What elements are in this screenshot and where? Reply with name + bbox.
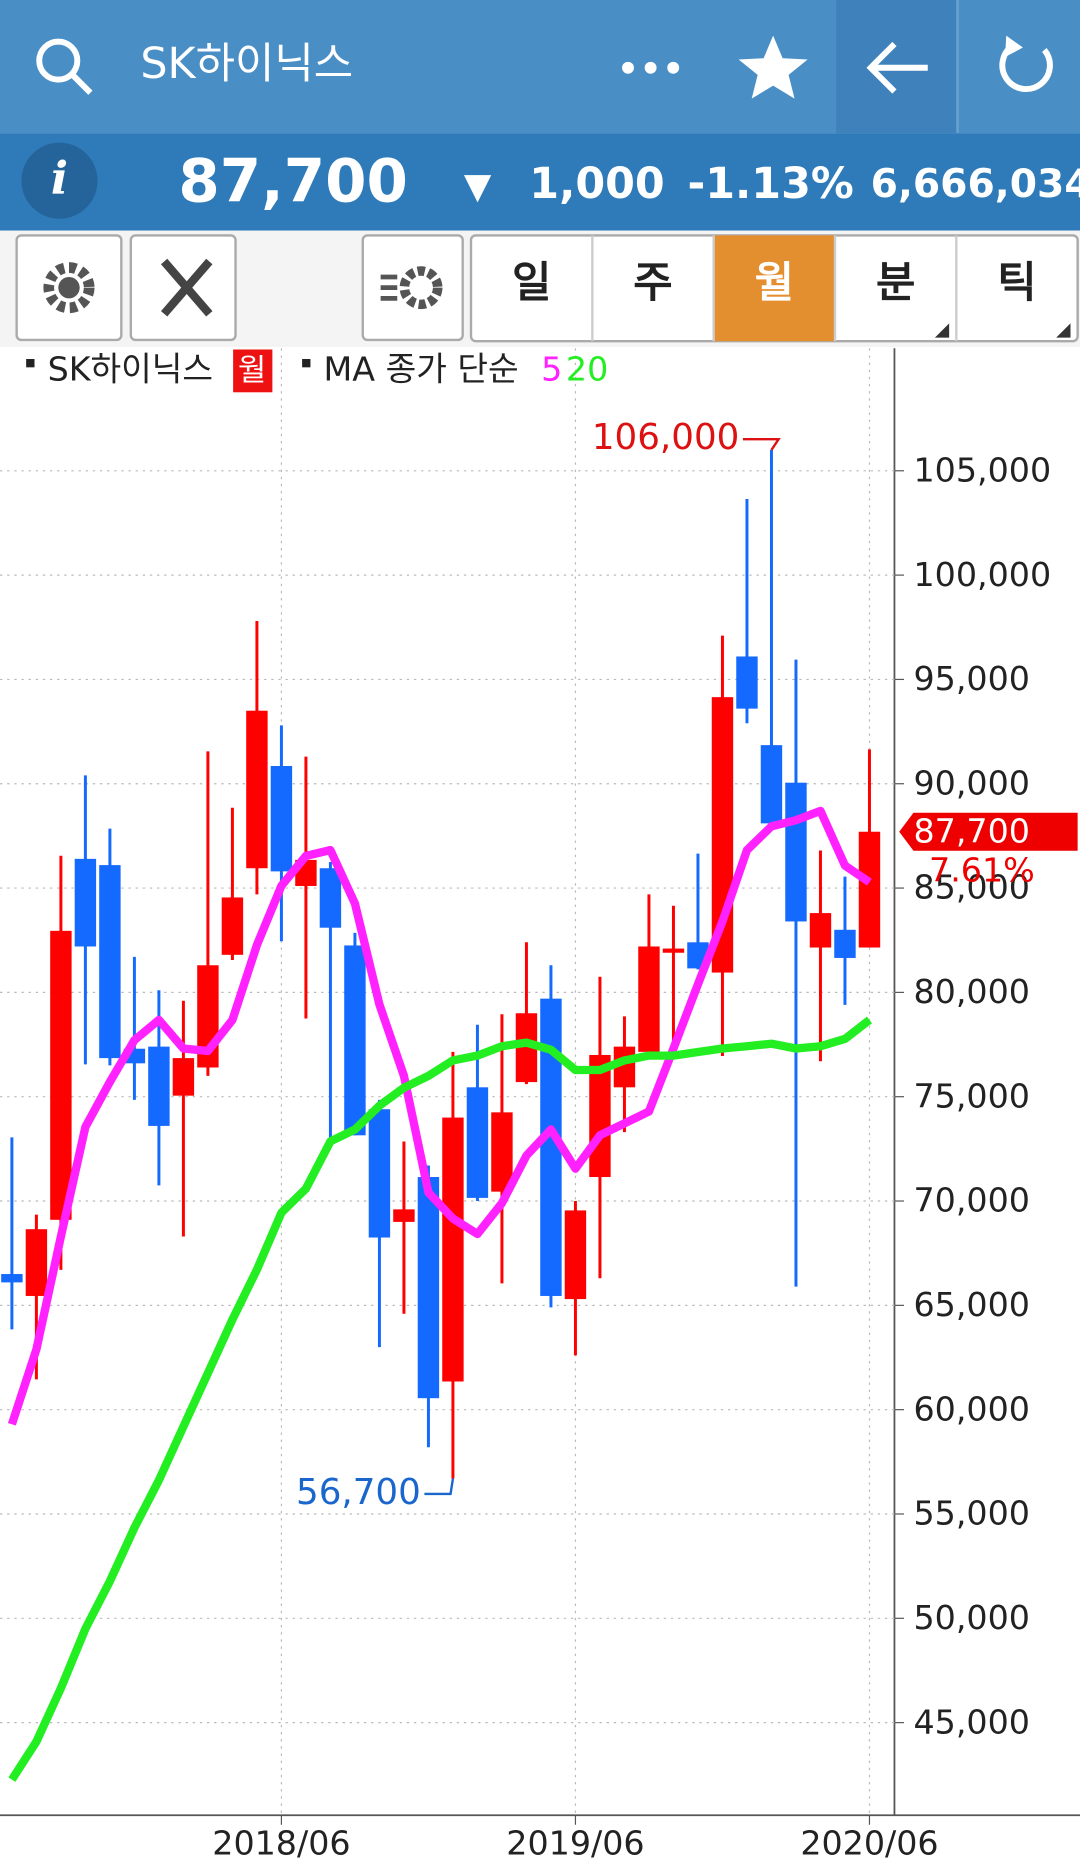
volume: 6,666,034 bbox=[871, 162, 1080, 207]
candle-body bbox=[417, 1177, 440, 1399]
candle-body bbox=[809, 913, 832, 948]
candle-body bbox=[393, 1209, 415, 1222]
candle-body bbox=[344, 945, 366, 1136]
extreme-label: 56,700 bbox=[296, 1472, 421, 1513]
candle-body bbox=[736, 656, 758, 709]
info-button[interactable] bbox=[21, 142, 98, 219]
candle-body bbox=[564, 1210, 587, 1300]
info-i: i bbox=[51, 151, 68, 204]
y-tick-label: 65,000 bbox=[913, 1285, 1029, 1324]
gear-icon bbox=[43, 262, 95, 314]
candle-body bbox=[834, 929, 856, 958]
title: SK하이닉스 bbox=[140, 39, 353, 89]
star-icon[interactable] bbox=[738, 35, 808, 99]
search-icon[interactable] bbox=[36, 38, 93, 95]
tab[interactable]: 월 bbox=[755, 258, 794, 308]
gear-icon-center bbox=[58, 276, 80, 299]
indicator-lines bbox=[380, 274, 398, 301]
candle-body bbox=[221, 897, 244, 955]
candle-body bbox=[442, 1117, 464, 1382]
x-tick-label: 2018/06 bbox=[212, 1823, 350, 1862]
y-tick-label: 55,000 bbox=[913, 1494, 1029, 1533]
legend-series: SK하이닉스 bbox=[48, 349, 213, 388]
candle-body bbox=[172, 1058, 195, 1096]
back-icon[interactable] bbox=[866, 41, 928, 94]
x-tick-label: 2019/06 bbox=[506, 1823, 644, 1862]
candle-body bbox=[785, 782, 807, 922]
last-note: 7.61% bbox=[929, 851, 1035, 890]
x-tick-label: 2020/06 bbox=[800, 1823, 938, 1862]
y-tick-label: 95,000 bbox=[913, 659, 1029, 698]
candle-body bbox=[638, 946, 660, 1052]
price: 87,700 bbox=[178, 148, 407, 217]
tab-active-bg bbox=[713, 235, 835, 342]
candle-body bbox=[270, 766, 293, 872]
tab[interactable]: 틱 bbox=[997, 258, 1036, 308]
extreme-arrow bbox=[742, 438, 781, 451]
candle-body bbox=[858, 831, 881, 948]
candle-body bbox=[515, 1013, 538, 1083]
candle-body bbox=[760, 745, 783, 824]
y-tick-label: 60,000 bbox=[913, 1389, 1029, 1428]
ma-line bbox=[7, 806, 872, 1426]
legend-tag: 월 bbox=[238, 353, 266, 389]
y-tick-label: 50,000 bbox=[913, 1598, 1029, 1637]
candle-body bbox=[246, 710, 268, 869]
change-pct: -1.13% bbox=[687, 159, 853, 209]
legend-ma: 5 bbox=[541, 349, 562, 388]
candle-body bbox=[148, 1046, 170, 1126]
extreme-arrow bbox=[424, 1478, 455, 1496]
candle-body bbox=[466, 1087, 489, 1198]
tab-corner bbox=[934, 323, 950, 338]
candle-body bbox=[662, 948, 685, 953]
tab[interactable]: 일 bbox=[512, 258, 551, 308]
tab[interactable]: 주 bbox=[633, 258, 672, 308]
indicator-icon bbox=[399, 266, 443, 310]
legend-ma: 20 bbox=[566, 349, 608, 388]
refresh-arrow bbox=[1005, 35, 1023, 58]
candle-body bbox=[25, 1229, 48, 1296]
refresh-icon[interactable] bbox=[999, 42, 1053, 92]
candle-body bbox=[99, 865, 121, 1059]
candle-body bbox=[1, 1274, 23, 1283]
y-tick-label: 80,000 bbox=[913, 972, 1029, 1011]
direction: ▼ bbox=[464, 166, 492, 207]
candle-body bbox=[74, 858, 97, 947]
last-price-label: 87,700 bbox=[913, 811, 1029, 850]
extreme-label: 106,000 bbox=[592, 417, 739, 458]
candle-body bbox=[540, 998, 562, 1296]
ma-line bbox=[8, 1016, 873, 1782]
y-tick-label: 75,000 bbox=[913, 1076, 1029, 1115]
y-tick-label: 70,000 bbox=[913, 1181, 1029, 1220]
tab[interactable]: 분 bbox=[876, 258, 915, 308]
chart-bg bbox=[0, 347, 1080, 1864]
legend-bullet bbox=[26, 359, 35, 368]
y-tick-label: 85,000 bbox=[913, 868, 1029, 907]
y-tick-label: 100,000 bbox=[913, 555, 1051, 594]
y-tick-label: 45,000 bbox=[913, 1702, 1029, 1741]
candle-body bbox=[319, 868, 342, 928]
last-price-tag bbox=[899, 812, 1078, 851]
more-icon[interactable] bbox=[622, 61, 680, 74]
change: 1,000 bbox=[529, 159, 664, 209]
candle-body bbox=[491, 1112, 513, 1192]
legend-bullet bbox=[302, 359, 311, 368]
candle-body bbox=[50, 930, 72, 1220]
y-tick-label: 90,000 bbox=[913, 763, 1029, 802]
quote-bar bbox=[0, 133, 1080, 231]
tools-icon bbox=[160, 258, 213, 317]
legend-ma-label: MA 종가 단순 bbox=[324, 349, 519, 388]
candle-body bbox=[368, 1109, 391, 1238]
legend-tag-bg bbox=[233, 349, 273, 393]
indicator-button[interactable] bbox=[361, 234, 464, 342]
y-tick-label: 105,000 bbox=[913, 450, 1051, 489]
